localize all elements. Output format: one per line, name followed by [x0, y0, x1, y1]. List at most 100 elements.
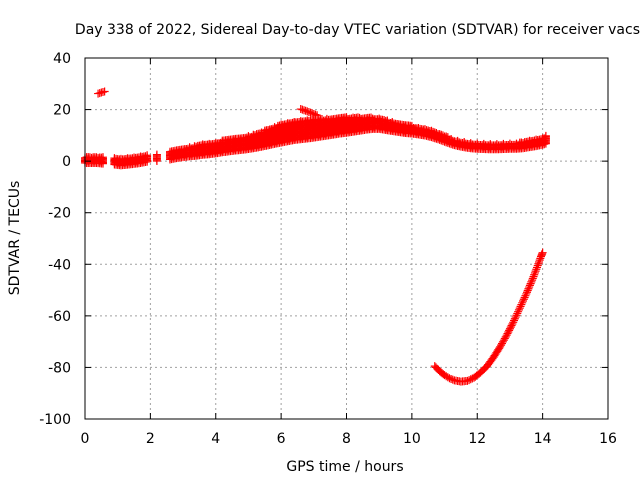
- data-point: [498, 337, 507, 346]
- data-point: [534, 259, 543, 268]
- data-point: [531, 267, 540, 276]
- data-point: [535, 256, 544, 265]
- data-point: [529, 272, 538, 281]
- data-point: [311, 110, 320, 119]
- data-point: [313, 111, 322, 120]
- data-point: [532, 265, 541, 274]
- series-outlier-early: [94, 87, 109, 98]
- data-point: [526, 279, 535, 288]
- data-point: [303, 107, 312, 116]
- data-point: [530, 268, 539, 277]
- data-point: [517, 300, 526, 309]
- x-tick-label: 14: [534, 431, 552, 447]
- data-point: [304, 108, 313, 117]
- data-point: [510, 316, 519, 325]
- data-point: [497, 341, 506, 350]
- grid-lines: [85, 58, 608, 419]
- data-point: [453, 136, 462, 145]
- data-point: [443, 373, 452, 382]
- data-point: [530, 270, 539, 279]
- data-point: [512, 311, 521, 320]
- data-marks: [81, 87, 550, 386]
- data-point: [509, 318, 518, 327]
- data-point: [465, 376, 474, 385]
- data-point: [442, 372, 451, 381]
- data-point: [527, 277, 536, 286]
- data-point: [521, 291, 530, 300]
- data-point: [520, 293, 529, 302]
- data-point: [511, 312, 520, 321]
- data-point: [533, 263, 542, 272]
- data-point: [440, 371, 449, 380]
- x-axis-label: GPS time / hours: [286, 459, 403, 475]
- data-point: [510, 314, 519, 323]
- data-point: [388, 117, 397, 126]
- data-point: [525, 283, 534, 292]
- chart-title: Day 338 of 2022, Sidereal Day-to-day VTE…: [75, 22, 640, 38]
- series-main-band: [81, 113, 550, 170]
- data-point: [514, 307, 523, 316]
- data-point: [541, 131, 550, 140]
- y-tick-label: -80: [48, 360, 71, 376]
- x-tick-label: 16: [599, 431, 617, 447]
- data-point: [528, 276, 537, 285]
- data-point: [497, 339, 506, 348]
- data-point: [522, 289, 531, 298]
- data-point: [447, 374, 456, 383]
- x-tick-labels: 0 2 4 6 8 10 12 14 16: [81, 431, 617, 447]
- data-point: [306, 108, 315, 117]
- x-tick-label: 4: [211, 431, 220, 447]
- data-point: [463, 376, 472, 385]
- y-axis-label: SDTVAR / TECUs: [7, 181, 23, 296]
- data-point: [501, 332, 510, 341]
- data-point: [460, 138, 469, 147]
- series-dip-curve: [430, 248, 547, 386]
- data-point: [508, 319, 517, 328]
- data-point: [514, 305, 523, 314]
- data-point: [516, 302, 525, 311]
- y-tick-label: 40: [53, 51, 71, 67]
- x-tick-label: 6: [277, 431, 286, 447]
- data-point: [98, 153, 107, 162]
- data-point: [535, 257, 544, 266]
- data-point: [496, 342, 505, 351]
- y-tick-label: 20: [53, 103, 71, 119]
- data-point: [524, 284, 533, 293]
- data-point: [519, 297, 528, 306]
- x-tick-label: 0: [81, 431, 90, 447]
- y-tick-label: -60: [48, 309, 71, 325]
- y-tick-label: 0: [62, 154, 71, 170]
- data-point: [518, 298, 527, 307]
- data-point: [466, 375, 475, 384]
- data-point: [523, 286, 532, 295]
- data-point: [525, 281, 534, 290]
- y-tick-label: -20: [48, 206, 71, 222]
- data-point: [519, 295, 528, 304]
- data-point: [523, 288, 532, 297]
- x-tick-label: 10: [403, 431, 421, 447]
- data-point: [499, 336, 508, 345]
- data-point: [528, 274, 537, 283]
- series-outlier-descending: [296, 105, 322, 120]
- data-point: [308, 109, 317, 118]
- y-tick-labels: -100 -80 -60 -40 -20 0 20 40: [39, 51, 71, 428]
- x-tick-label: 2: [146, 431, 155, 447]
- data-point: [500, 334, 509, 343]
- data-point: [309, 109, 318, 118]
- data-point: [152, 150, 161, 159]
- data-point: [533, 261, 542, 270]
- axis-ticks: [84, 57, 609, 420]
- data-point: [515, 304, 524, 313]
- y-tick-label: -100: [39, 412, 71, 428]
- data-point: [445, 374, 454, 383]
- y-tick-label: -40: [48, 257, 71, 273]
- data-point: [513, 309, 522, 318]
- data-point: [100, 87, 109, 96]
- data-point: [143, 151, 152, 160]
- x-tick-label: 8: [342, 431, 351, 447]
- data-point: [538, 248, 547, 257]
- x-tick-label: 12: [468, 431, 486, 447]
- data-point: [448, 375, 457, 384]
